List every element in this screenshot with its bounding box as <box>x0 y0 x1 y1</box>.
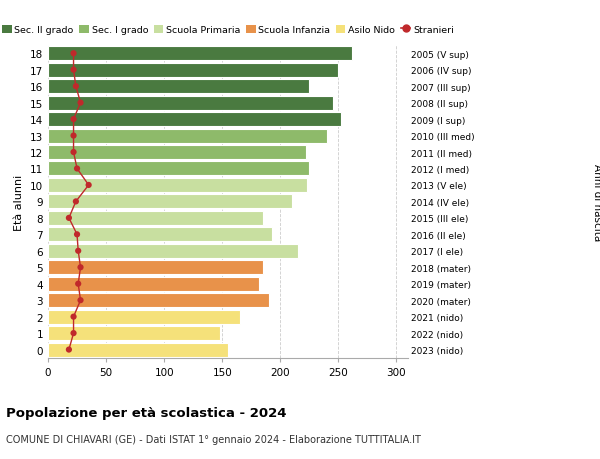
Bar <box>48 310 239 324</box>
Point <box>69 149 79 157</box>
Bar <box>48 294 269 308</box>
Point <box>69 330 79 337</box>
Bar <box>48 129 327 143</box>
Point <box>73 247 83 255</box>
Bar <box>48 343 228 357</box>
Bar <box>48 80 309 94</box>
Point <box>76 297 85 304</box>
Point <box>84 182 94 189</box>
Bar <box>48 228 272 242</box>
Point <box>76 100 85 107</box>
Bar <box>48 162 309 176</box>
Point <box>69 133 79 140</box>
Text: Anni di nascita: Anni di nascita <box>592 163 600 241</box>
Bar <box>48 63 338 78</box>
Bar <box>48 244 298 258</box>
Text: Popolazione per età scolastica - 2024: Popolazione per età scolastica - 2024 <box>6 406 287 419</box>
Point <box>76 264 85 271</box>
Bar <box>48 195 292 209</box>
Bar <box>48 261 263 274</box>
Bar <box>48 179 307 192</box>
Point <box>64 346 74 353</box>
Point <box>73 280 83 288</box>
Bar <box>48 47 352 61</box>
Bar <box>48 277 259 291</box>
Point <box>71 198 80 206</box>
Legend: Sec. II grado, Sec. I grado, Scuola Primaria, Scuola Infanzia, Asilo Nido, Stran: Sec. II grado, Sec. I grado, Scuola Prim… <box>2 26 454 35</box>
Point <box>69 116 79 123</box>
Point <box>69 67 79 74</box>
Bar <box>48 326 220 341</box>
Bar <box>48 212 263 225</box>
Point <box>72 165 82 173</box>
Point <box>69 50 79 58</box>
Bar <box>48 96 332 110</box>
Point <box>64 215 74 222</box>
Point <box>72 231 82 239</box>
Bar <box>48 113 341 127</box>
Bar <box>48 146 306 160</box>
Point <box>69 313 79 321</box>
Y-axis label: Età alunni: Età alunni <box>14 174 25 230</box>
Point <box>71 83 80 90</box>
Text: COMUNE DI CHIAVARI (GE) - Dati ISTAT 1° gennaio 2024 - Elaborazione TUTTITALIA.I: COMUNE DI CHIAVARI (GE) - Dati ISTAT 1° … <box>6 434 421 444</box>
